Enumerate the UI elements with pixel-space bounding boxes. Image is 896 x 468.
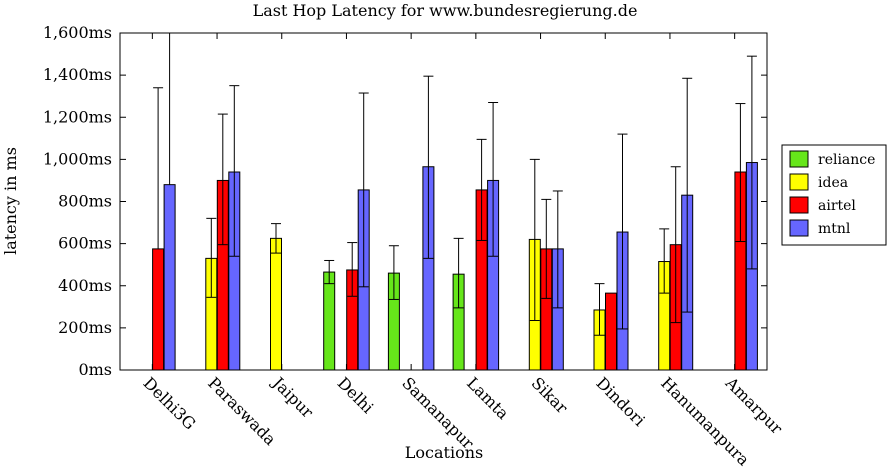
y-axis-label: latency in ms: [1, 147, 20, 255]
y-tick-label: 1,600ms: [43, 23, 112, 42]
y-tick-label: 800ms: [58, 192, 112, 211]
plot-area: 0ms 200ms 400ms 600ms 800ms 1,000ms 1,200ms 1,4…: [43, 23, 787, 468]
y-tick-label: 1,200ms: [43, 107, 112, 126]
bar-airtel: [152, 248, 165, 371]
x-tick-label: Delhi: [334, 373, 378, 417]
bar-airtel: [605, 292, 617, 371]
y-tick-label: 400ms: [58, 276, 112, 295]
x-axis-label: Locations: [405, 443, 483, 462]
legend-label-idea: idea: [818, 175, 848, 191]
x-tick-label: Paraswada: [204, 373, 280, 449]
x-tick-label: Amarpur: [721, 373, 786, 438]
legend-swatch-idea: [789, 173, 809, 191]
y-tick-label: 1,000ms: [43, 149, 112, 168]
legend-label-airtel: airtel: [818, 198, 856, 214]
legend-label-reliance: reliance: [818, 152, 875, 168]
bar-idea: [270, 237, 282, 371]
legend-swatch-reliance: [789, 150, 809, 168]
y-tick-label: 200ms: [58, 318, 112, 337]
y-tick-label: 1,400ms: [43, 65, 112, 84]
y-tick-label: 0ms: [78, 360, 112, 379]
y-tick-label: 600ms: [58, 234, 112, 253]
legend-swatch-airtel: [789, 196, 809, 214]
x-tick-label: Lamta: [463, 373, 513, 423]
x-tick-label: Dindori: [592, 373, 648, 429]
x-tick-label: Jaipur: [268, 372, 318, 422]
bar-mtnl: [163, 184, 176, 371]
chart-title: Last Hop Latency for www.bundesregierung…: [253, 1, 638, 20]
bar-reliance: [323, 271, 336, 371]
legend-swatch-mtnl: [789, 219, 809, 237]
legend: reliance idea airtel mtnl: [781, 144, 887, 246]
legend-label-mtnl: mtnl: [818, 221, 851, 237]
x-tick-label: Sikar: [528, 373, 572, 417]
x-tick-label: Delhi3G: [140, 373, 200, 433]
